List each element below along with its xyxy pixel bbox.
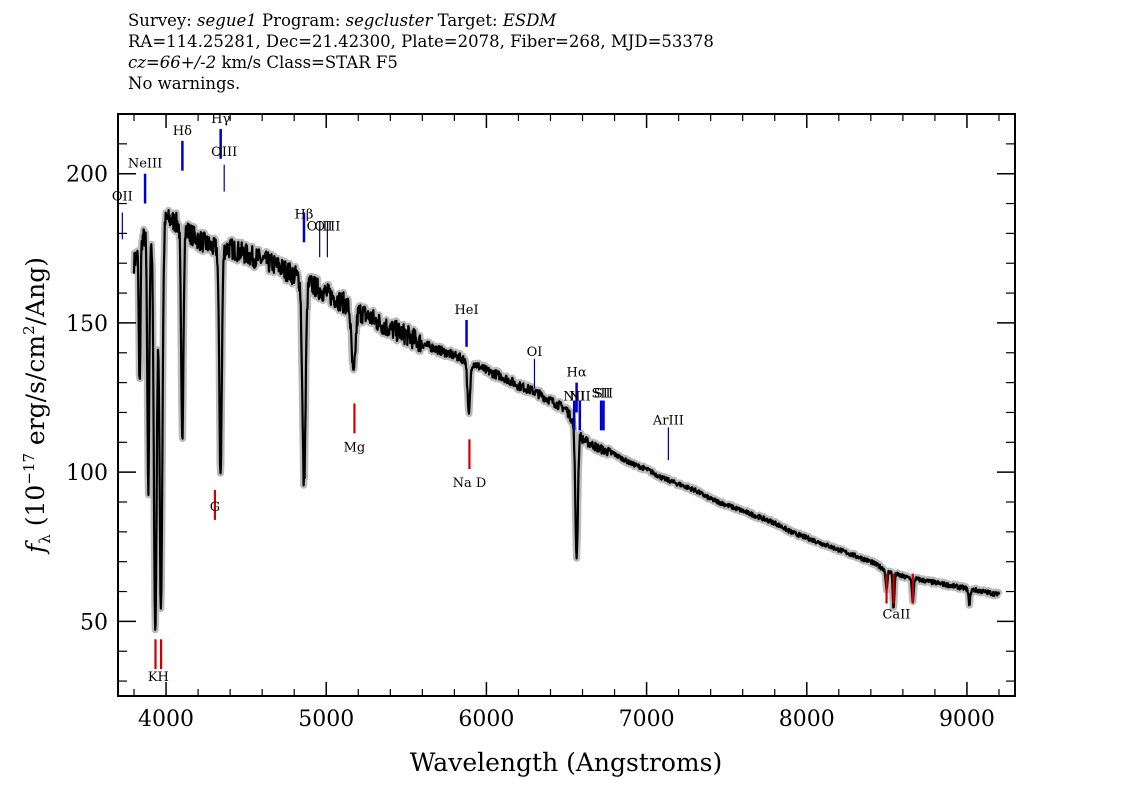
x-tick-label: 9000 xyxy=(939,707,995,732)
y-axis-title-end: /Ang) xyxy=(21,257,50,325)
plot-frame xyxy=(117,113,1016,697)
absorption-line-label: G xyxy=(210,500,220,515)
header-line-survey: Survey: segue1 Program: segcluster Targe… xyxy=(128,10,714,31)
emission-line-label: OIII xyxy=(314,219,340,234)
header-line-redshift: cz=66+/-2 km/s Class=STAR F5 xyxy=(128,52,714,73)
emission-line-label: NeIII xyxy=(128,157,162,172)
absorption-line-label: Na D xyxy=(453,476,487,491)
survey-value: segue1 xyxy=(197,11,257,30)
target-value: ESDM xyxy=(502,11,557,30)
flux-error-band xyxy=(130,206,1003,634)
emission-line-label: NII xyxy=(569,390,591,405)
x-tick-label: 4000 xyxy=(138,707,194,732)
y-tick-label: 100 xyxy=(66,461,108,486)
x-tick-label: 6000 xyxy=(458,707,514,732)
emission-line-label: Hα xyxy=(567,366,587,381)
emission-line-markers xyxy=(121,128,669,461)
y-axis-title: fλ (10−17 erg/s/cm2/Ang) xyxy=(20,257,54,555)
absorption-line-markers xyxy=(154,403,914,670)
x-axis-ticks: 4000 5000 6000 7000 8000 9000 xyxy=(133,114,1000,732)
target-label: Target: xyxy=(437,11,498,30)
program-label: Program: xyxy=(261,11,341,30)
emission-line-label: ArIII xyxy=(652,413,684,428)
x-tick-label: 8000 xyxy=(779,707,835,732)
emission-line-label: Hγ xyxy=(211,112,230,127)
flux-spectrum-line xyxy=(132,209,1001,631)
absorption-line-label: KH xyxy=(148,670,169,685)
y-axis-title-main: (10 xyxy=(21,485,50,535)
y-tick-label: 50 xyxy=(80,610,108,635)
class-value: km/s Class=STAR F5 xyxy=(216,53,398,72)
x-tick-label: 5000 xyxy=(298,707,354,732)
emission-line-label: OI xyxy=(527,345,543,360)
header-line-coords: RA=114.25281, Dec=21.42300, Plate=2078, … xyxy=(128,32,714,51)
y-axis-title-exp2: 2 xyxy=(20,325,38,335)
emission-line-label: NII xyxy=(563,390,585,405)
x-tick-label: 7000 xyxy=(619,707,675,732)
absorption-line-label: CaII xyxy=(882,607,910,622)
emission-line-label: SII xyxy=(594,387,613,402)
emission-line-label: Hβ xyxy=(295,207,314,222)
program-value: segcluster xyxy=(345,11,433,30)
y-tick-label: 200 xyxy=(66,163,108,188)
emission-line-label: SII xyxy=(592,387,611,402)
y-tick-label: 150 xyxy=(66,312,108,337)
y-axis-title-units: erg/s/cm xyxy=(21,335,50,453)
cz-value: cz=66+/-2 xyxy=(128,53,217,72)
y-axis-title-exp: −17 xyxy=(20,453,38,485)
emission-line-label: OIII xyxy=(211,145,237,160)
absorption-line-label: Mg xyxy=(344,440,366,455)
plot-area xyxy=(121,128,1003,670)
survey-label: Survey: xyxy=(128,11,192,30)
emission-line-label: OIII xyxy=(307,219,333,234)
y-axis-ticks: 50 100 150 200 xyxy=(66,113,1015,682)
emission-line-label: Hδ xyxy=(173,124,192,139)
x-axis-title: Wavelength (Angstroms) xyxy=(410,748,722,777)
header-line-warnings: No warnings. xyxy=(128,74,241,93)
y-axis-title-f: f xyxy=(21,540,50,555)
y-axis-title-sub: λ xyxy=(36,534,54,544)
emission-line-label: HeI xyxy=(454,303,478,318)
spectrum-header: Survey: segue1 Program: segcluster Targe… xyxy=(128,10,714,94)
emission-line-label: OII xyxy=(112,190,133,205)
